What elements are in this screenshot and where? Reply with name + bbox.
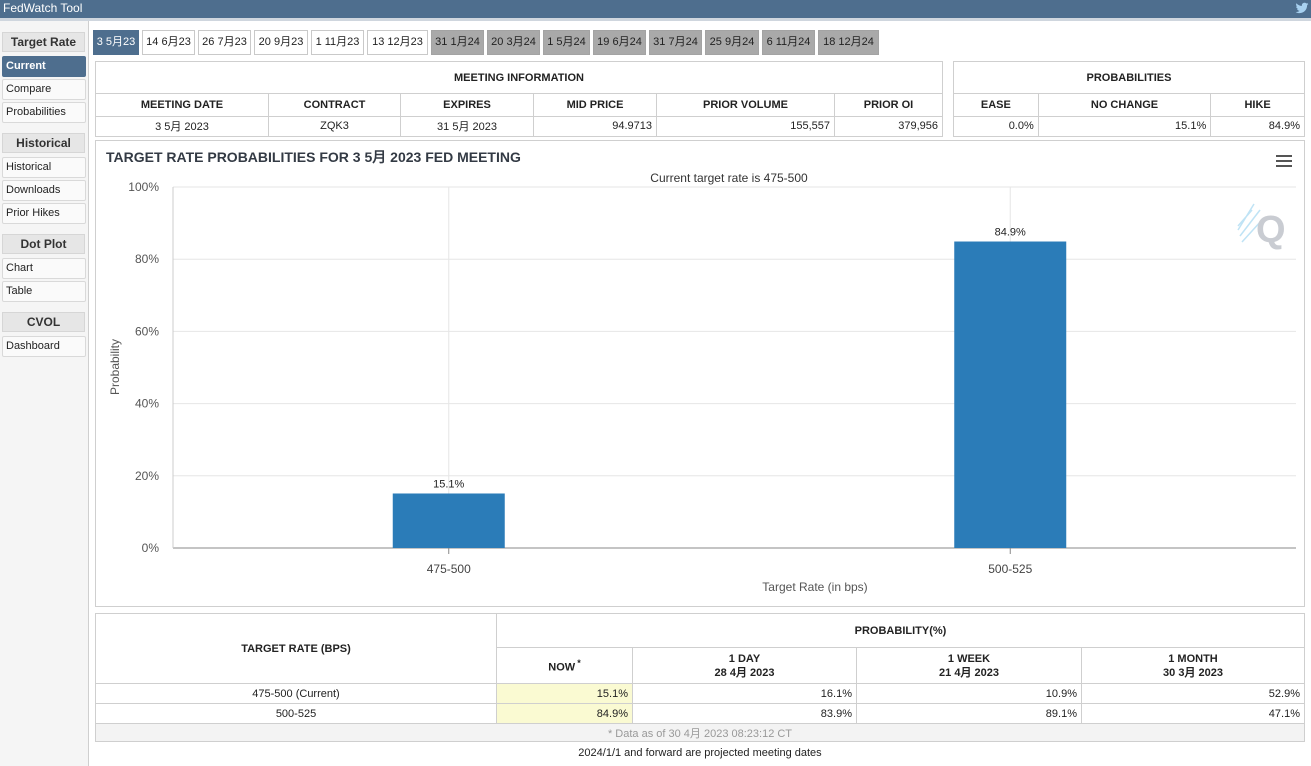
day-cell: 16.1% [632,683,857,704]
tab-meeting-6[interactable]: 13 12月23 [367,30,428,55]
y-tick-label: 100% [128,180,159,194]
hike-value: 84.9% [1210,115,1305,138]
tab-meeting-7[interactable]: 31 1月24 [431,30,484,55]
x-tick-label: 500-525 [988,562,1032,576]
tab-meeting-14[interactable]: 18 12月24 [818,30,879,55]
sidebar-item-historical[interactable]: Historical [2,157,86,178]
projected-dates-note: 2024/1/1 and forward are projected meeti… [578,747,822,759]
rate-cell: 475-500 (Current) [95,683,497,704]
col-contract: CONTRACT [268,93,401,117]
col-prior-volume: PRIOR VOLUME [656,93,835,117]
rate-cell: 500-525 [95,703,497,724]
col-expires: EXPIRES [400,93,534,117]
tab-meeting-10[interactable]: 19 6月24 [593,30,646,55]
sidebar-item-compare[interactable]: Compare [2,79,86,100]
sidebar-item-prior-hikes[interactable]: Prior Hikes [2,203,86,224]
app-title-bar: FedWatch Tool [0,0,1311,18]
meeting-info-table: MEETING INFORMATION MEETING DATE CONTRAC… [95,60,943,138]
bar-500-525[interactable] [954,241,1067,549]
week-cell: 10.9% [856,683,1082,704]
data-label: 84.9% [995,227,1026,239]
y-tick-label: 80% [135,252,159,266]
tab-meeting-13[interactable]: 6 11月24 [762,30,815,55]
bar-475-500[interactable] [392,493,505,548]
probability-pct-heading: PROBABILITY(%) [496,613,1305,648]
prior-volume-value: 155,557 [656,115,835,138]
chart-plot: Current target rate is 475-500 0% 20% 40% 6… [108,171,1296,594]
target-rate-bps-heading: TARGET RATE (BPS) [95,613,497,684]
data-label: 15.1% [433,478,464,490]
col-hike: HIKE [1210,93,1305,117]
meeting-date-value: 3 5月 2023 [95,115,269,138]
meeting-info-heading: MEETING INFORMATION [95,60,943,95]
chart-menu-icon[interactable] [1276,155,1292,169]
probability-history-panel: TARGET RATE (BPS) PROBABILITY(%) NOW * 1 … [95,613,1305,742]
y-tick-label: 0% [142,541,160,555]
col-ease: EASE [953,93,1039,117]
mid-price-value: 94.9713 [533,115,657,138]
sidebar-item-probabilities[interactable]: Probabilities [2,102,86,123]
probability-history-table: TARGET RATE (BPS) PROBABILITY(%) NOW * 1 … [95,613,1305,742]
twitter-icon[interactable] [1295,1,1309,15]
sidebar-item-current[interactable]: Current [2,56,86,77]
col-prior-oi: PRIOR OI [834,93,943,117]
month-cell: 52.9% [1081,683,1305,704]
sidebar-heading-cvol: CVOL [2,312,85,332]
col-1-month: 1 MONTH 30 3月 2023 [1081,647,1305,684]
tab-meeting-8[interactable]: 20 3月24 [487,30,540,55]
tab-meeting-5[interactable]: 1 11月23 [311,30,364,55]
tab-meeting-1[interactable]: 3 5月23 [93,30,139,55]
no-change-value: 15.1% [1037,115,1212,138]
tab-meeting-2[interactable]: 14 6月23 [142,30,195,55]
col-1-day: 1 DAY 28 4月 2023 [632,647,857,684]
table-row: 500-525 84.9% 83.9% 89.1% 47.1% [95,703,1305,724]
sidebar-heading-dot-plot: Dot Plot [2,234,85,254]
sidebar: Target Rate Current Compare Probabilitie… [0,21,89,766]
ease-value: 0.0% [953,115,1039,138]
y-tick-label: 60% [135,324,159,338]
sidebar-heading-target-rate: Target Rate [2,32,85,52]
data-as-of-note: * Data as of 30 4月 2023 08:23:12 CT [95,723,1305,742]
svg-text:Q: Q [1256,209,1286,251]
day-cell: 83.9% [632,703,857,724]
sidebar-heading-historical: Historical [2,133,85,153]
tab-meeting-12[interactable]: 25 9月24 [705,30,759,55]
expires-value: 31 5月 2023 [400,115,534,138]
contract-value: ZQK3 [268,115,401,138]
y-tick-label: 40% [135,397,159,411]
x-tick-label: 475-500 [427,562,471,576]
tab-meeting-11[interactable]: 31 7月24 [649,30,702,55]
table-row: 475-500 (Current) 15.1% 16.1% 10.9% 52.9… [95,683,1305,704]
probabilities-heading: PROBABILITIES [953,60,1305,95]
chart-subtitle: Current target rate is 475-500 [650,171,808,185]
col-no-change: NO CHANGE [1037,93,1212,117]
tab-meeting-9[interactable]: 1 5月24 [543,30,590,55]
now-footnote-marker: * [577,657,581,668]
target-rate-chart-panel: TARGET RATE PROBABILITIES FOR 3 5月 2023 … [95,140,1305,607]
cme-watermark-icon: Q [1237,203,1286,251]
sidebar-item-dashboard[interactable]: Dashboard [2,336,86,357]
sidebar-item-chart[interactable]: Chart [2,258,86,279]
x-axis-title: Target Rate (in bps) [762,580,867,594]
month-cell: 47.1% [1081,703,1305,724]
title-divider [0,18,1311,21]
now-cell: 15.1% [496,683,633,704]
prior-oi-value: 379,956 [834,115,943,138]
chart-title: TARGET RATE PROBABILITIES FOR 3 5月 2023 … [106,149,521,165]
sidebar-item-table[interactable]: Table [2,281,86,302]
app-title: FedWatch Tool [3,1,83,15]
y-axis-title: Probability [108,339,122,395]
y-tick-label: 20% [135,469,159,483]
col-1-week: 1 WEEK 21 4月 2023 [856,647,1082,684]
tab-meeting-4[interactable]: 20 9月23 [254,30,308,55]
now-cell: 84.9% [496,703,633,724]
week-cell: 89.1% [856,703,1082,724]
col-now: NOW * [496,647,633,684]
tab-meeting-3[interactable]: 26 7月23 [198,30,251,55]
col-mid-price: MID PRICE [533,93,657,117]
col-meeting-date: MEETING DATE [95,93,269,117]
sidebar-item-downloads[interactable]: Downloads [2,180,86,201]
probabilities-table: PROBABILITIES EASE NO CHANGE HIKE 0.0% 1… [953,60,1305,138]
